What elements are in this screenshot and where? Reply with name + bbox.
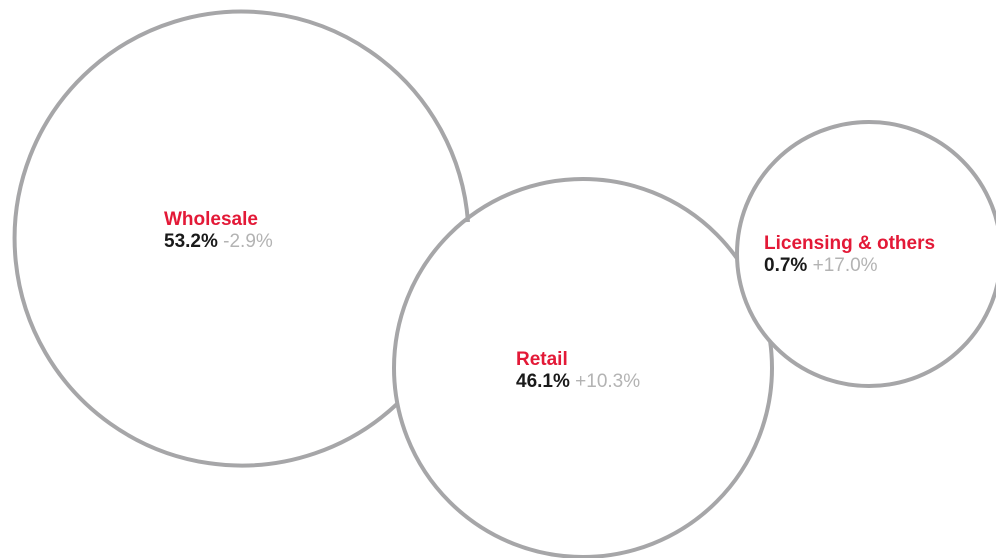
licensing-share: 0.7% bbox=[764, 255, 808, 276]
retail-label: Retail bbox=[516, 349, 568, 370]
retail-change: +10.3% bbox=[575, 371, 641, 392]
licensing-bubble bbox=[735, 120, 996, 388]
retail-label-group: Retail 46.1% +10.3% bbox=[516, 349, 640, 393]
licensing-label: Licensing & others bbox=[764, 233, 936, 254]
wholesale-share: 53.2% bbox=[164, 231, 218, 252]
wholesale-label: Wholesale bbox=[164, 209, 258, 230]
wholesale-bubble bbox=[12, 9, 470, 468]
wholesale-change: -2.9% bbox=[223, 231, 273, 252]
retail-bubble bbox=[392, 177, 774, 558]
wholesale-label-group: Wholesale 53.2% -2.9% bbox=[164, 209, 273, 253]
licensing-label-group: Licensing & others 0.7% +17.0% bbox=[764, 233, 935, 277]
licensing-stats: 0.7% +17.0% bbox=[764, 255, 935, 277]
retail-stats: 46.1% +10.3% bbox=[516, 371, 640, 393]
wholesale-stats: 53.2% -2.9% bbox=[164, 231, 273, 253]
licensing-change: +17.0% bbox=[812, 255, 878, 276]
retail-share: 46.1% bbox=[516, 371, 570, 392]
